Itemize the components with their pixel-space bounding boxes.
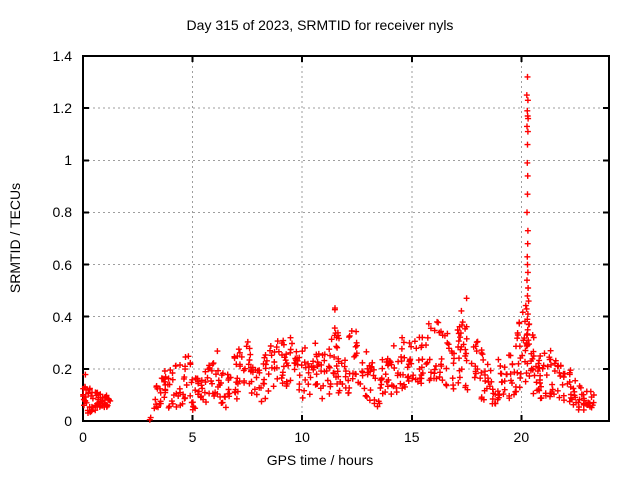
grid-lines (83, 56, 609, 421)
y-tick-label: 1.2 (52, 100, 72, 117)
x-tick-label: 20 (513, 429, 530, 445)
y-tick-label: 1.4 (52, 48, 72, 64)
x-tick-label: 15 (403, 429, 420, 445)
x-tick-label: 0 (79, 429, 87, 445)
scatter-series-srmtid (80, 73, 597, 423)
y-tick-label: 0.4 (52, 308, 72, 325)
y-tick-label: 0.2 (52, 360, 72, 377)
chart-title: Day 315 of 2023, SRMTID for receiver nyl… (186, 17, 454, 33)
y-tick-label: 0.8 (52, 204, 72, 221)
x-tick-label: 10 (294, 429, 310, 445)
x-axis-label: GPS time / hours (266, 452, 374, 468)
plot-border (82, 55, 610, 422)
y-tick-label: 0.6 (52, 256, 72, 273)
y-tick-label: 1 (64, 152, 72, 169)
scatter-points (80, 73, 597, 423)
y-tick-label: 0 (64, 413, 72, 429)
x-tick-label: 5 (188, 429, 197, 445)
